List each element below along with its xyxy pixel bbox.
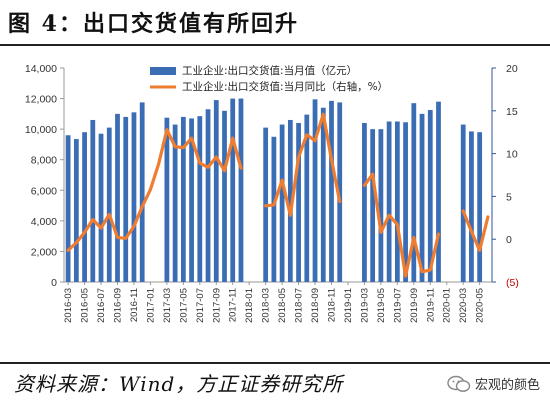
bar <box>90 119 96 282</box>
bar <box>106 127 112 282</box>
x-tick-label: 2018-11 <box>327 288 338 322</box>
bar <box>419 113 425 282</box>
x-tick-label: 2017-01 <box>145 288 156 323</box>
x-tick-label: 2018-07 <box>294 288 305 323</box>
bar <box>320 107 326 282</box>
bar <box>213 100 219 282</box>
bar <box>403 122 408 282</box>
watermark-text: 宏观的颜色 <box>474 378 540 393</box>
x-tick-label: 2019-11 <box>425 288 436 322</box>
legend-bar-label: 工业企业:出口交货值:当月值（亿元） <box>182 64 357 77</box>
x-tick-label: 2018-09 <box>310 288 321 323</box>
x-tick-label: 2017-09 <box>211 288 222 323</box>
source-note: 资料来源：Wind，方正证券研究所 <box>14 372 344 396</box>
bar <box>436 101 441 282</box>
x-tick-label: 2017-05 <box>178 288 189 323</box>
bar <box>312 99 318 282</box>
y-left-tick-label: 10,000 <box>25 124 57 136</box>
x-tick-label: 2017-07 <box>195 288 206 323</box>
bar <box>296 123 301 283</box>
chart: 0 2,000 4,000 6,000 8,000 10,000 12,000 14,000 (… <box>25 63 519 323</box>
legend-line-label: 工业企业:出口交货值:当月同比（右轴，%） <box>182 80 388 93</box>
bar <box>222 110 227 282</box>
bar <box>65 135 71 282</box>
x-tick-label: 2018-05 <box>277 288 288 323</box>
y-right-tick-label: 15 <box>506 106 518 118</box>
y-left-tick-label: 2,000 <box>31 246 57 258</box>
source-rule <box>0 362 550 364</box>
x-tick-label: 2019-05 <box>376 288 387 323</box>
bar <box>180 116 186 283</box>
watermark: 宏观的颜色 <box>447 374 540 393</box>
bar <box>427 110 433 283</box>
x-tick-label: 2016-03 <box>63 288 74 323</box>
x-tick-label: 2019-03 <box>359 288 370 323</box>
bar <box>370 129 376 282</box>
bar <box>304 114 310 282</box>
bar <box>287 119 293 282</box>
x-tick-label: 2017-11 <box>228 288 239 322</box>
bar <box>139 102 145 282</box>
bar <box>205 109 211 282</box>
bar <box>123 116 129 283</box>
y-left-tick-label: 6,000 <box>31 185 57 197</box>
y-right-tick-label: 5 <box>506 191 512 203</box>
line-series <box>66 112 490 278</box>
x-tick-label: 2017-03 <box>162 288 173 323</box>
x-tick-label: 2019-07 <box>392 288 403 323</box>
bar <box>329 100 334 282</box>
legend-bar-swatch <box>150 67 176 75</box>
bar <box>189 118 194 282</box>
bar <box>362 123 367 283</box>
bar <box>411 103 417 283</box>
x-tick-label: 2019-01 <box>343 288 354 323</box>
bar <box>279 124 285 282</box>
x-tick-label: 2018-01 <box>244 288 255 323</box>
bar <box>98 133 104 282</box>
x-tick-label: 2016-05 <box>80 288 91 323</box>
bar <box>460 124 466 282</box>
bar <box>115 113 120 282</box>
bar <box>131 112 137 282</box>
bar <box>378 129 384 282</box>
bar <box>164 117 170 282</box>
bar <box>82 132 87 282</box>
bar <box>337 102 343 282</box>
x-tick-label: 2020-03 <box>458 288 469 323</box>
x-tick-label: 2018-03 <box>261 288 272 323</box>
figure-title: 图 4：出口交货值有所回升 <box>8 11 299 37</box>
bar <box>477 132 483 282</box>
x-tick-label: 2016-09 <box>113 288 124 323</box>
x-tick-label: 2016-11 <box>129 288 140 322</box>
title-bar: 图 4：出口交货值有所回升 <box>0 0 550 44</box>
y-left-tick-label: 14,000 <box>25 63 57 75</box>
y-left-tick-label: 8,000 <box>31 155 57 167</box>
y-right-tick-label: 20 <box>506 63 518 75</box>
bar <box>73 139 79 282</box>
x-tick-label: 2020-01 <box>442 288 453 323</box>
y-right-tick-label: (5) <box>506 277 519 289</box>
y-left-tick-label: 4,000 <box>31 216 57 228</box>
y-left-tick-label: 0 <box>51 277 57 289</box>
x-tick-label: 2020-05 <box>475 288 486 323</box>
y-right-tick-label: 10 <box>506 149 518 161</box>
bar <box>197 116 203 283</box>
x-tick-label: 2019-09 <box>409 288 420 323</box>
y-right-tick-label: 0 <box>506 234 512 246</box>
x-tick-label: 2016-07 <box>96 288 107 323</box>
bar <box>230 98 236 282</box>
bar <box>394 121 400 282</box>
bar <box>469 131 474 282</box>
bar <box>238 98 244 282</box>
title-rule <box>0 44 550 46</box>
bar <box>172 124 178 282</box>
bar <box>271 136 277 282</box>
wechat-icon <box>447 375 471 392</box>
y-left-tick-label: 12,000 <box>25 94 57 106</box>
bar <box>386 121 392 282</box>
